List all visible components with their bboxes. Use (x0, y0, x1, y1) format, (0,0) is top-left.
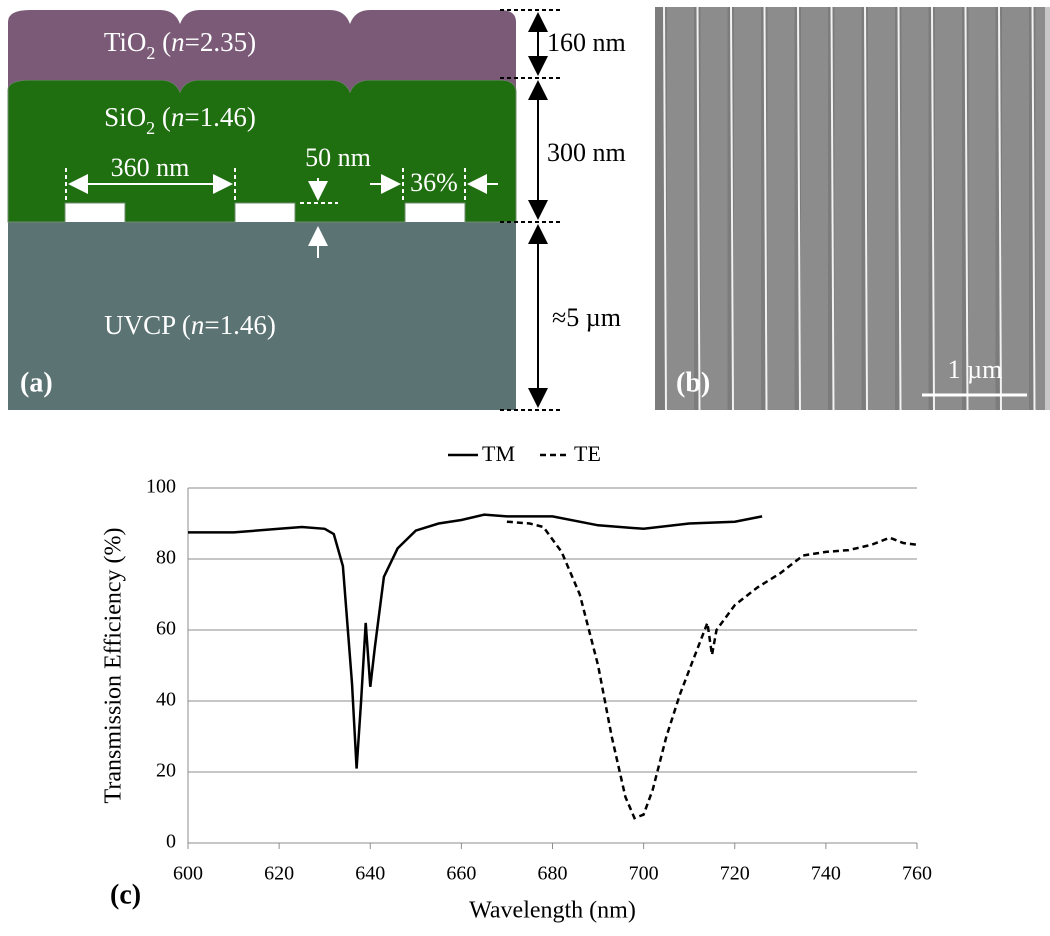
depth-label: 50 nm (305, 143, 371, 172)
x-tick-label: 640 (355, 863, 385, 885)
sem-groove (830, 6, 835, 411)
sem-groove (1031, 6, 1036, 411)
layer-label: SiO2 (n=1.46) (104, 102, 256, 138)
layer-stack (7, 10, 517, 410)
layer-label: UVCP (n=1.46) (104, 310, 276, 340)
thickness-dimensions (500, 9, 560, 411)
sem-ridge (935, 7, 962, 410)
legend-label: TM (482, 441, 515, 466)
sem-ridge (868, 7, 895, 410)
y-tick-label: 80 (156, 547, 176, 569)
fill-label: 36% (410, 168, 458, 197)
sem-groove (763, 6, 768, 411)
sem-ridge (667, 7, 694, 410)
sem-ridge (767, 7, 795, 410)
x-tick-label: 700 (629, 863, 659, 885)
x-tick-label: 740 (811, 863, 841, 885)
label-part: UVCP ( (104, 310, 191, 340)
chart: 0 20 40 60 80 100 600 620 640 660 680 700 720 740 760 W… (101, 441, 933, 923)
sem-groove (964, 6, 969, 411)
series-line (188, 513, 763, 769)
y-tick-label: 100 (146, 476, 176, 498)
y-tick-label: 20 (156, 760, 176, 782)
label-part: =2.35) (185, 27, 256, 57)
sem-groove (663, 6, 667, 411)
sem-groove (730, 6, 734, 411)
label-part: =1.46) (184, 102, 255, 132)
sem-ridge (1002, 7, 1029, 410)
layer-label: TiO2 (n=2.35) (104, 27, 256, 63)
sem-ridge (1035, 7, 1050, 410)
sem-ridge (834, 7, 862, 410)
x-tick-label: 660 (446, 863, 476, 885)
x-tick-label: 720 (720, 863, 750, 885)
sem-groove (864, 6, 868, 411)
scale-bar-label: 1 µm (948, 355, 1003, 384)
period-label: 360 nm (111, 153, 190, 182)
uvcp-layer (8, 222, 516, 410)
x-tick-label: 600 (173, 863, 203, 885)
y-tick-label: 60 (156, 618, 176, 640)
grating-dimensions (65, 168, 498, 258)
y-tick-label: 0 (166, 831, 176, 853)
tio2-layer (8, 10, 516, 92)
sem-ridge (901, 7, 929, 410)
panel-label: (c) (110, 879, 141, 910)
label-part: n (171, 102, 185, 132)
thickness-label: 300 nm (547, 138, 626, 167)
label-part: TiO (104, 27, 147, 57)
sem-groove (797, 6, 801, 411)
sem-ridge (734, 7, 761, 410)
sem-groove (897, 6, 902, 411)
label-part: 2 (146, 43, 155, 63)
series-line (506, 520, 918, 820)
label-part: n (191, 310, 205, 340)
x-tick-label: 620 (264, 863, 294, 885)
sem-groove (998, 6, 1002, 411)
thickness-label: 160 nm (547, 28, 626, 57)
label-part: n (171, 27, 185, 57)
y-axis-title: Transmission Efficiency (%) (101, 528, 127, 804)
sem-groove (931, 6, 935, 411)
x-tick-label: 680 (538, 863, 568, 885)
panel-label: (b) (676, 367, 710, 398)
sem-ridge (700, 7, 728, 410)
x-tick-label: 760 (902, 863, 932, 885)
label-part: ( (155, 102, 171, 132)
panel-label: (a) (20, 367, 53, 398)
legend-label: TE (574, 441, 601, 466)
thickness-label: ≈5 µm (552, 303, 621, 332)
label-part: 2 (146, 118, 155, 138)
label-part: =1.46) (204, 310, 275, 340)
sem-groove (696, 6, 701, 411)
sem-ridge (968, 7, 996, 410)
label-part: ( (155, 27, 171, 57)
sem-stripes (663, 6, 1050, 411)
x-axis-title: Wavelength (nm) (469, 898, 636, 924)
sem-ridge (801, 7, 828, 410)
label-part: SiO (104, 102, 146, 132)
sio2-layer (7, 79, 517, 223)
y-tick-label: 40 (156, 689, 176, 711)
